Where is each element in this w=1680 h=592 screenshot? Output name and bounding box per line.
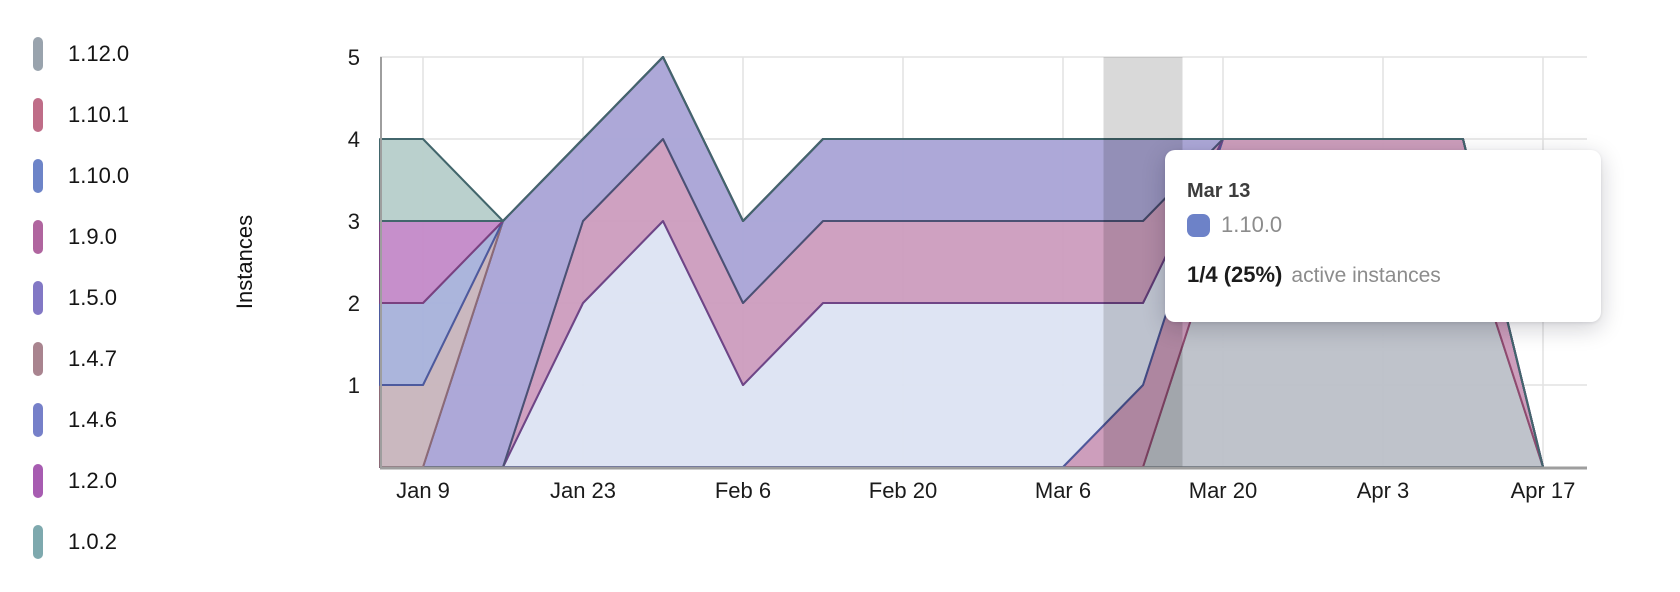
y-axis-title: Instances <box>232 215 257 309</box>
legend-swatch-icon <box>33 159 43 193</box>
legend-item-1.9.0[interactable]: 1.9.0 <box>33 220 129 254</box>
tooltip-value-row: 1/4 (25%) active instances <box>1187 262 1441 288</box>
legend-swatch-icon <box>33 403 43 437</box>
legend-swatch-icon <box>33 525 43 559</box>
legend-item-1.4.7[interactable]: 1.4.7 <box>33 342 129 376</box>
y-tick-label: 2 <box>348 291 360 316</box>
tooltip-value-suffix: active instances <box>1291 264 1441 287</box>
y-tick-label: 1 <box>348 373 360 398</box>
legend-label: 1.4.7 <box>68 346 117 371</box>
x-tick-label: Feb 20 <box>869 478 938 503</box>
y-tick-label: 4 <box>348 127 360 152</box>
chart-tooltip: Mar 13 1.10.0 1/4 (25%) active instances <box>1165 150 1601 322</box>
tooltip-series-name: 1.10.0 <box>1221 212 1283 237</box>
tooltip-date: Mar 13 <box>1187 180 1251 202</box>
tooltip-series-row: 1.10.0 <box>1187 212 1282 238</box>
legend-item-1.2.0[interactable]: 1.2.0 <box>33 464 129 498</box>
legend-item-1.4.6[interactable]: 1.4.6 <box>33 403 129 437</box>
x-tick-label: Mar 20 <box>1189 478 1257 503</box>
legend-label: 1.0.2 <box>68 529 117 554</box>
y-tick-label: 3 <box>348 209 360 234</box>
legend-item-1.0.2[interactable]: 1.0.2 <box>33 525 129 559</box>
x-tick-label: Jan 9 <box>396 478 450 503</box>
x-tick-label: Jan 23 <box>550 478 616 503</box>
legend-label: 1.12.0 <box>68 41 130 66</box>
legend-swatch-icon <box>33 98 43 132</box>
legend-label: 1.4.6 <box>68 407 117 432</box>
legend-swatch-icon <box>33 281 43 315</box>
legend-label: 1.10.1 <box>68 102 130 127</box>
x-tick-label: Apr 17 <box>1511 478 1576 503</box>
legend-item-1.10.0[interactable]: 1.10.0 <box>33 159 129 193</box>
x-tick-label: Feb 6 <box>715 478 771 503</box>
y-tick-label: 5 <box>348 45 360 70</box>
legend-item-1.12.0[interactable]: 1.12.0 <box>33 37 129 71</box>
tooltip-series-swatch <box>1187 213 1210 237</box>
legend-item-1.5.0[interactable]: 1.5.0 <box>33 281 129 315</box>
legend-label: 1.10.0 <box>68 163 130 188</box>
version-legend: 1.12.0 1.10.1 1.10.0 1.9.0 1.5.0 1.4.7 1.4.6 1.… <box>33 37 129 559</box>
legend-label: 1.2.0 <box>68 468 117 493</box>
legend-swatch-icon <box>33 464 43 498</box>
legend-item-1.10.1[interactable]: 1.10.1 <box>33 98 129 132</box>
legend-swatch-icon <box>33 37 43 71</box>
legend-swatch-icon <box>33 342 43 376</box>
x-tick-label: Mar 6 <box>1035 478 1091 503</box>
legend-swatch-icon <box>33 220 43 254</box>
legend-label: 1.5.0 <box>68 285 117 310</box>
tooltip-value: 1/4 (25%) <box>1187 262 1283 287</box>
legend-label: 1.9.0 <box>68 224 117 249</box>
x-tick-label: Apr 3 <box>1357 478 1410 503</box>
